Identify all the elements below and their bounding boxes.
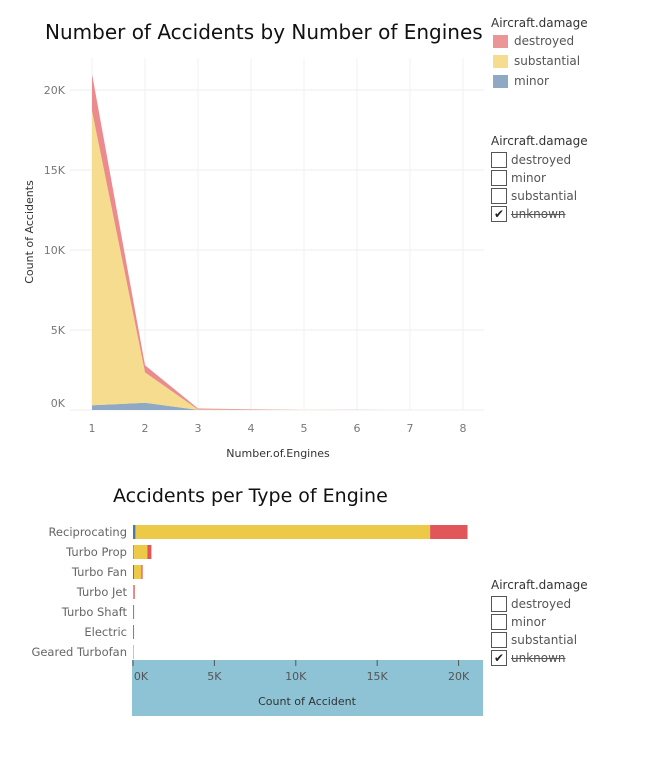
filter-item-substantial[interactable]: substantial (491, 187, 577, 205)
checkbox[interactable] (491, 188, 507, 204)
checkbox[interactable] (491, 596, 507, 612)
area-x-tick-label: 8 (460, 422, 467, 435)
checkbox[interactable] (491, 632, 507, 648)
area-chart-title: Number of Accidents by Number of Engines (45, 20, 483, 44)
bar-x-tick-label: 0K (134, 670, 149, 683)
bar-segment-substantial (133, 645, 134, 659)
area-x-tick-label: 5 (301, 422, 308, 435)
area-legend-item-minor[interactable]: minor (493, 74, 549, 88)
bar-segment-destroyed (133, 605, 135, 619)
bar-x-tick-label: 20K (448, 670, 470, 683)
area-chart-layers (92, 74, 463, 411)
area-legend-item-destroyed[interactable]: destroyed (493, 34, 574, 48)
bar-chart-x-ticks: 0K 5K 10K 15K 20K (132, 660, 470, 683)
area-legend-title: Aircraft.damage (491, 16, 588, 30)
legend-label: minor (514, 74, 549, 88)
area-x-tick-label: 6 (354, 422, 361, 435)
bar-chart-bars (133, 525, 468, 659)
bar-x-tick-label: 5K (207, 670, 222, 683)
bar-segment-minor (133, 565, 134, 579)
bar-segment-substantial (133, 585, 135, 599)
area-chart-x-axis-label: Number.of.Engines (226, 447, 330, 460)
bar-category-label: Geared Turbofan (31, 645, 127, 659)
filter-item-minor[interactable]: minor (491, 613, 546, 631)
area-y-tick-label: 15K (44, 164, 66, 177)
area-chart-y-ticks: 0K 5K 10K 15K 20K (44, 84, 66, 410)
area-y-tick-label: 10K (44, 244, 66, 257)
filter-item-label: unknown (511, 207, 566, 221)
filter-item-label: substantial (511, 633, 578, 647)
bar-segment-substantial (133, 565, 142, 579)
bar-category-label: Turbo Prop (65, 545, 127, 559)
bar-chart-category-labels: Reciprocating Turbo Prop Turbo Fan Turbo Je… (31, 525, 127, 659)
bar-segment-destroyed (141, 565, 143, 579)
area-y-tick-label: 20K (44, 84, 66, 97)
area-x-tick-label: 7 (407, 422, 414, 435)
bar-category-label: Reciprocating (48, 525, 127, 539)
area-x-tick-label: 3 (195, 422, 202, 435)
filter-item-minor[interactable]: minor (491, 169, 546, 187)
legend-label: destroyed (514, 34, 575, 48)
area-y-tick-label: 0K (51, 397, 66, 410)
bar-category-label: Turbo Shaft (61, 605, 128, 619)
filter-item-label: unknown (511, 651, 566, 665)
area-series-minor (92, 402, 463, 410)
bar-category-label: Turbo Fan (71, 565, 127, 579)
bar-chart-title: Accidents per Type of Engine (113, 485, 388, 507)
bar-x-tick-label: 10K (285, 670, 307, 683)
bar-segment-destroyed (430, 525, 468, 539)
filter-item-destroyed[interactable]: destroyed (491, 595, 571, 613)
area-series-substantial (92, 110, 463, 411)
area-x-tick-label: 1 (89, 422, 96, 435)
area-x-tick-label: 2 (142, 422, 149, 435)
area-chart-x-ticks: 1 2 3 4 5 6 7 8 (89, 422, 467, 435)
bar-x-tick-label: 15K (367, 670, 389, 683)
bar-segment-minor (133, 525, 136, 539)
bar-segment-destroyed (133, 585, 135, 599)
filter-item-label: substantial (511, 189, 578, 203)
area-chart: 0K 5K 10K 15K 20K 1 2 3 4 5 6 7 8 Number.of.Engines… (23, 58, 484, 460)
area-y-tick-label: 5K (51, 324, 66, 337)
bar-chart-x-axis-label: Count of Accident (258, 695, 356, 708)
filter-item-unknown[interactable]: ✔ unknown (491, 649, 566, 667)
bar-segment-destroyed (147, 545, 152, 559)
bar-chart-axis-background (132, 660, 483, 716)
filter-item-unknown[interactable]: ✔ unknown (491, 205, 566, 223)
area-x-tick-label: 4 (248, 422, 255, 435)
checkbox[interactable]: ✔ (491, 206, 507, 222)
filter-bottom-title: Aircraft.damage (491, 578, 588, 592)
bar-category-label: Electric (84, 625, 127, 639)
checkbox[interactable] (491, 170, 507, 186)
bar-segment-destroyed (133, 625, 135, 639)
area-legend-item-substantial[interactable]: substantial (493, 54, 580, 68)
area-chart-y-axis-label: Count of Accidents (23, 180, 36, 284)
bar-segment-substantial (133, 545, 148, 559)
filter-item-substantial[interactable]: substantial (491, 631, 577, 649)
filter-top-title: Aircraft.damage (491, 134, 588, 148)
legend-label: substantial (514, 54, 581, 68)
checkbox[interactable] (491, 152, 507, 168)
filter-item-destroyed[interactable]: destroyed (491, 151, 571, 169)
legend-swatch (493, 54, 508, 68)
filter-item-label: destroyed (511, 597, 572, 611)
bar-category-label: Turbo Jet (76, 585, 128, 599)
filter-item-label: minor (511, 171, 546, 185)
filter-item-label: minor (511, 615, 546, 629)
checkbox[interactable]: ✔ (491, 650, 507, 666)
legend-swatch (493, 74, 508, 88)
checkbox[interactable] (491, 614, 507, 630)
filter-item-label: destroyed (511, 153, 572, 167)
bar-segment-substantial (135, 525, 431, 539)
legend-swatch (493, 34, 508, 48)
